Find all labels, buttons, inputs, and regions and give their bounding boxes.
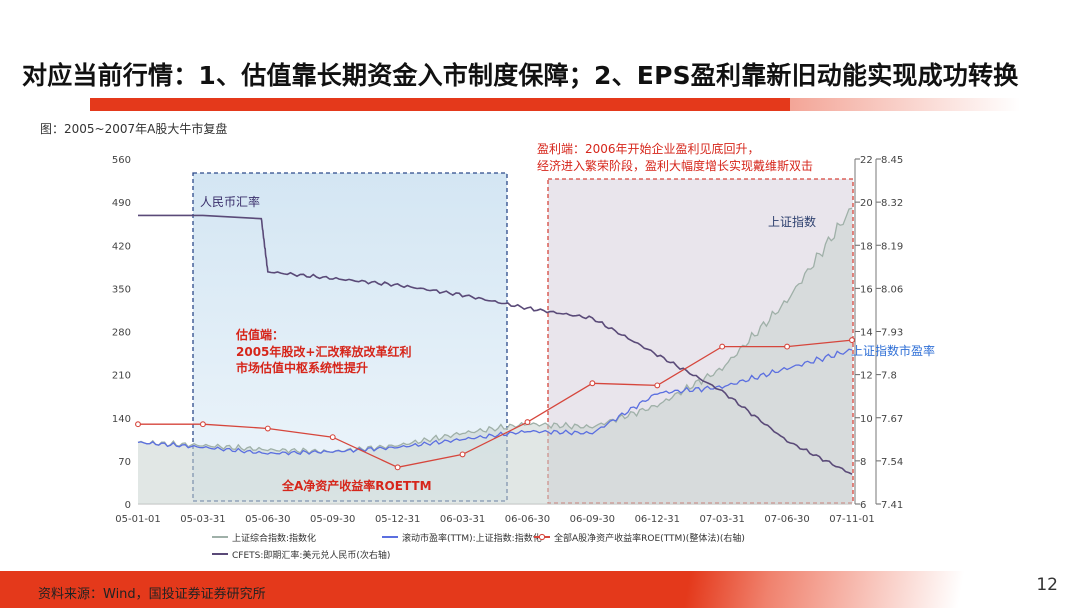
legend-marker — [538, 533, 546, 541]
secondary-right-axis-tick-label: 8.19 — [881, 241, 903, 252]
right-axis-tick-label: 18 — [860, 241, 873, 252]
roe-point — [199, 421, 206, 428]
secondary-right-axis-tick-label: 8.06 — [881, 284, 903, 295]
x-axis-tick-label: 05-06-30 — [245, 514, 290, 525]
right-axis-tick-label: 8 — [860, 457, 866, 468]
title-underline-fade — [790, 98, 1020, 111]
left-axis-tick-label: 0 — [125, 500, 131, 511]
roe-point — [719, 343, 726, 350]
footer-band — [0, 571, 1080, 608]
valuation-annotation-title: 估值端： — [235, 327, 284, 342]
left-axis-tick-label: 280 — [112, 328, 131, 339]
legend-label: CFETS:即期汇率:美元兑人民币(次右轴) — [232, 549, 390, 561]
x-axis-tick-label: 05-09-30 — [310, 514, 355, 525]
secondary-right-axis-tick-label: 7.8 — [881, 371, 897, 382]
roe-point — [264, 425, 271, 432]
figure-caption: 图：2005~2007年A股大牛市复盘 — [40, 122, 228, 136]
x-axis-tick-label: 07-06-30 — [764, 514, 809, 525]
roe-point — [135, 421, 141, 428]
x-axis-tick-label: 05-01-01 — [115, 514, 160, 525]
right-axis-tick-label: 14 — [860, 328, 873, 339]
secondary-right-axis-tick-label: 8.32 — [881, 198, 903, 209]
fx-line — [138, 214, 853, 475]
x-axis-tick-label: 06-09-30 — [570, 514, 615, 525]
x-axis-tick-label: 06-06-30 — [505, 514, 550, 525]
index-line — [137, 207, 853, 455]
valuation-annotation-line: 市场估值中枢系统性提升 — [236, 360, 368, 375]
secondary-right-axis-tick-label: 7.41 — [881, 500, 903, 511]
valuation-annotation-line: 2005年股改+汇改释放改革红利 — [236, 344, 411, 359]
roe-point — [459, 451, 466, 458]
right-axis-tick-label: 6 — [860, 500, 866, 511]
right-axis-tick-label: 12 — [860, 371, 873, 382]
roe-point — [394, 464, 401, 471]
x-axis-tick-label: 05-03-31 — [180, 514, 225, 525]
x-axis-tick-label: 06-03-31 — [440, 514, 485, 525]
earnings-annotation-line: 经济进入繁荣阶段，盈利大幅度增长实现戴维斯双击 — [537, 158, 813, 173]
secondary-right-axis-tick-label: 7.54 — [881, 457, 903, 468]
pe-annotation: 上证指数市盈率 — [851, 343, 935, 358]
roe-point — [654, 382, 661, 389]
left-axis-tick-label: 210 — [112, 371, 131, 382]
x-axis-tick-label: 07-03-31 — [699, 514, 744, 525]
earnings-annotation-line: 盈利端：2006年开始企业盈利见底回升， — [537, 141, 760, 156]
x-axis-tick-label: 06-12-31 — [635, 514, 680, 525]
left-axis-tick-label: 70 — [118, 457, 131, 468]
legend-label: 滚动市盈率(TTM):上证指数:指数化 — [402, 532, 542, 544]
secondary-right-axis-tick-label: 8.45 — [881, 155, 903, 166]
x-axis-tick-label: 05-12-31 — [375, 514, 420, 525]
roe-point — [329, 434, 336, 441]
left-axis-tick-label: 350 — [112, 284, 131, 295]
left-axis-tick-label: 420 — [112, 241, 131, 252]
page-number: 12 — [1036, 575, 1058, 595]
left-axis-tick-label: 140 — [112, 414, 131, 425]
right-axis-tick-label: 16 — [860, 284, 873, 295]
index-area — [138, 208, 852, 505]
left-axis-tick-label: 560 — [112, 155, 131, 166]
roe-point — [589, 380, 596, 387]
x-axis-tick-label: 07-11-01 — [829, 514, 874, 525]
legend-label: 全部A股净资产收益率ROE(TTM)(整体法)(右轴) — [554, 532, 745, 544]
roe-annotation: 全A净资产收益率ROETTM — [281, 478, 432, 493]
left-axis-tick-label: 490 — [112, 198, 131, 209]
roe-point — [784, 343, 791, 350]
source-note: 资料来源：Wind，国投证券证券研究所 — [38, 587, 266, 602]
title-underline — [90, 98, 790, 111]
index-annotation: 上证指数 — [768, 214, 816, 229]
secondary-right-axis-tick-label: 7.93 — [881, 328, 903, 339]
page-title: 对应当前行情：1、估值靠长期资金入市制度保障；2、EPS盈利靠新旧动能实现成功转… — [22, 61, 1019, 90]
right-axis-tick-label: 22 — [860, 155, 873, 166]
legend-label: 上证综合指数:指数化 — [232, 532, 316, 544]
roe-line — [138, 339, 853, 468]
right-axis-tick-label: 10 — [860, 414, 873, 425]
secondary-right-axis-tick-label: 7.67 — [881, 414, 903, 425]
roe-point — [849, 337, 855, 344]
pe-line — [137, 348, 853, 456]
fx-annotation: 人民币汇率 — [200, 194, 260, 209]
right-axis-tick-label: 20 — [860, 198, 873, 209]
roe-point — [524, 419, 531, 426]
